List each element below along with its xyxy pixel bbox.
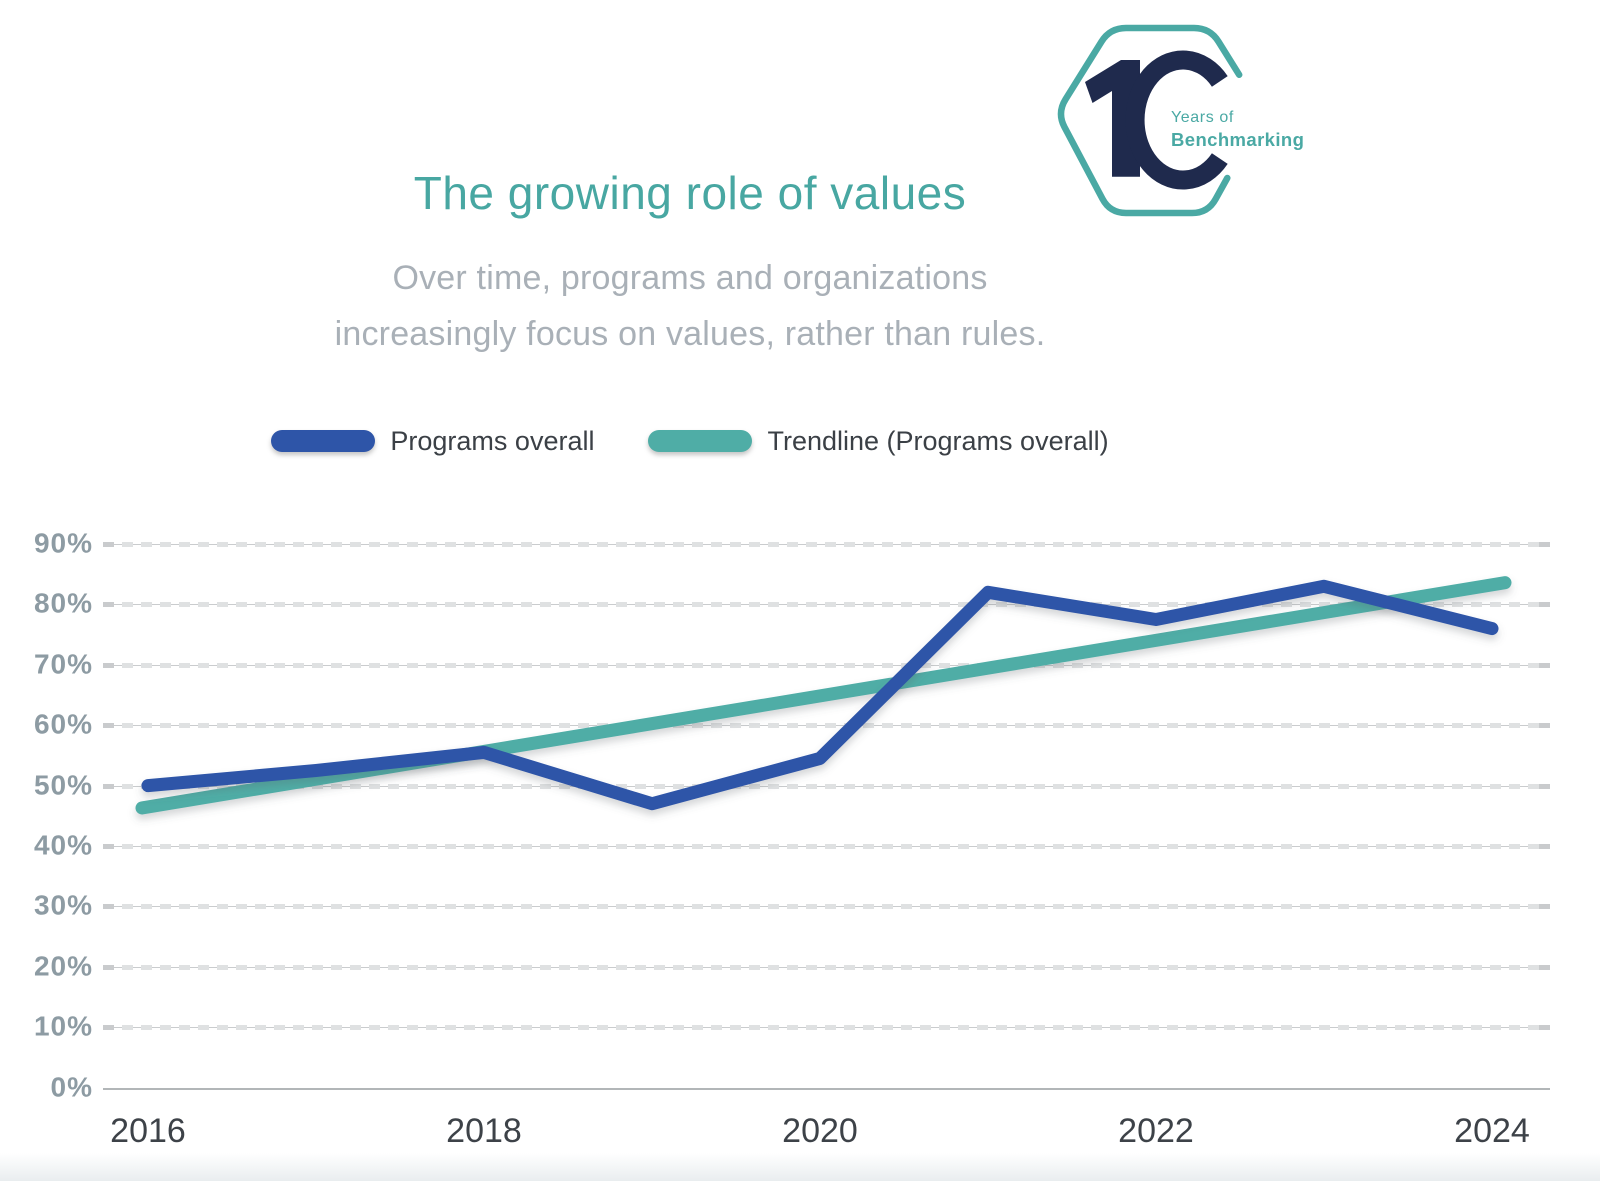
logo-hexagon-10-icon — [1057, 24, 1243, 217]
digit-zero-icon — [1125, 50, 1228, 190]
gridline — [103, 844, 1550, 849]
logo-years-of-text: Years of — [1171, 109, 1234, 126]
subtitle-line-2: increasingly focus on values, rather tha… — [334, 315, 1046, 353]
chart-legend: Programs overall Trendline (Programs ove… — [0, 416, 1380, 466]
page-subtitle: Over time, programs and organizations in… — [0, 250, 1380, 362]
y-axis-label: 80% — [33, 587, 93, 619]
y-axis-label: 40% — [33, 829, 93, 861]
y-axis-label: 10% — [33, 1010, 93, 1042]
gridline — [103, 662, 1550, 668]
legend-swatch-programs-overall — [271, 430, 376, 452]
chart-svg — [135, 576, 1512, 815]
x-axis-label: 2018 — [446, 1112, 522, 1150]
legend-item-programs-overall: Programs overall — [271, 426, 594, 457]
gridline — [103, 1025, 1550, 1031]
gridline — [103, 723, 1550, 729]
plot-area — [103, 542, 1550, 1093]
y-axis-label: 70% — [33, 648, 93, 680]
x-axis-label: 2024 — [1454, 1112, 1530, 1150]
hexagon-outline-icon — [1057, 24, 1243, 217]
x-axis: 2016 2018 2020 2022 2024 — [103, 1112, 1550, 1162]
ten-years-benchmarking-logo: 10 Years of Benchmarking — [1025, 10, 1304, 220]
x-axis-label: 2016 — [110, 1112, 186, 1150]
gridline — [103, 602, 1550, 608]
y-axis-label: 60% — [33, 708, 93, 740]
y-axis-label: 90% — [33, 527, 93, 559]
legend-label: Trendline (Programs overall) — [767, 425, 1109, 456]
gridline — [103, 783, 1550, 789]
trendline-series — [135, 576, 1512, 815]
gridline — [103, 964, 1550, 970]
legend-swatch-trendline — [648, 430, 753, 452]
legend-item-trendline: Trendline (Programs overall) — [648, 425, 1109, 457]
page-bottom-fade — [0, 1153, 1600, 1181]
logo-benchmarking-text: Benchmarking — [1171, 129, 1305, 150]
digit-one-icon — [1085, 60, 1140, 177]
gridline — [103, 1087, 1550, 1090]
y-axis-label: 0% — [50, 1070, 93, 1102]
legend-label: Programs overall — [390, 425, 595, 456]
x-axis-label: 2022 — [1118, 1112, 1194, 1150]
programs-overall-series — [141, 579, 1499, 811]
page-title: The growing role of values — [413, 167, 967, 219]
y-axis: 90% 80% 70% 60% 50% 40% 30% 20% 10% 0% — [0, 527, 95, 1102]
subtitle-line-1: Over time, programs and organizations — [392, 259, 988, 297]
gridline — [103, 904, 1550, 910]
y-axis-label: 50% — [33, 768, 93, 800]
gridline — [103, 542, 1550, 547]
y-axis-label: 30% — [33, 889, 93, 921]
y-axis-label: 20% — [33, 950, 93, 982]
x-axis-label: 2020 — [782, 1112, 858, 1150]
